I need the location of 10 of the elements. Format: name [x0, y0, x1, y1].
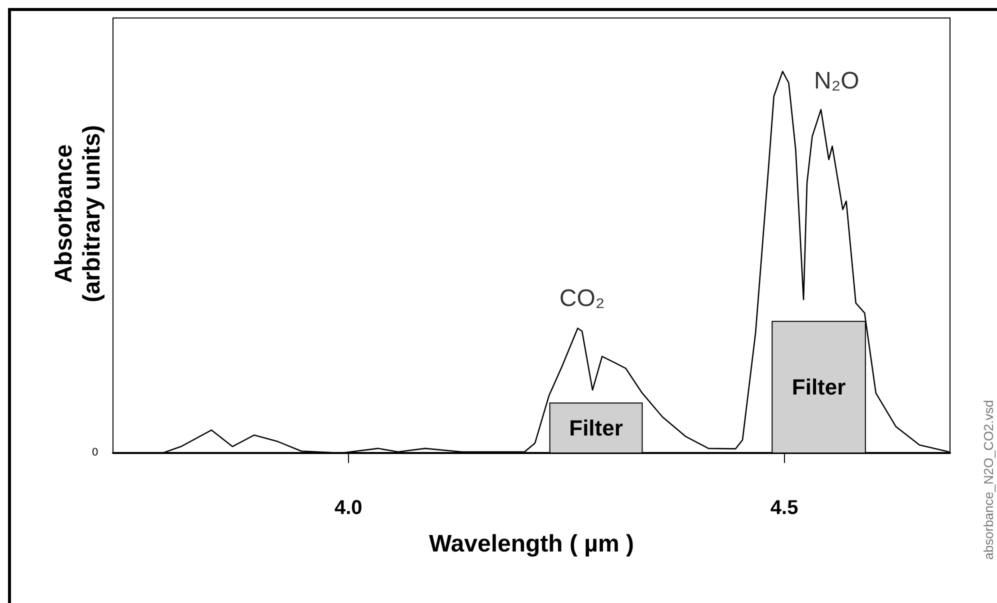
annotation: CO₂ [559, 285, 605, 312]
text: 0 [92, 446, 98, 458]
x-tick-label: 4.0 [334, 497, 362, 519]
annotation: N₂O [814, 68, 860, 95]
band-label: Filter [792, 374, 846, 400]
text: absorbance_N2O_CO2.vsd [981, 400, 996, 560]
y-axis-title: Absorbance (arbitrary units) [50, 124, 106, 302]
band-label: Filter [569, 416, 624, 441]
x-axis-title: Wavelength ( µm ) [429, 530, 634, 558]
x-tick-label: 4.5 [770, 497, 798, 519]
